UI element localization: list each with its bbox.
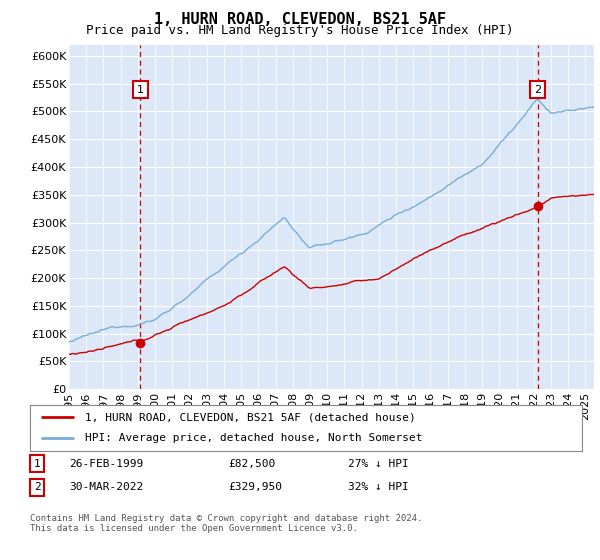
Text: 1: 1 xyxy=(34,459,41,469)
Text: 1, HURN ROAD, CLEVEDON, BS21 5AF (detached house): 1, HURN ROAD, CLEVEDON, BS21 5AF (detach… xyxy=(85,412,416,422)
Text: 26-FEB-1999: 26-FEB-1999 xyxy=(69,459,143,469)
Text: 1: 1 xyxy=(137,85,144,95)
Text: Contains HM Land Registry data © Crown copyright and database right 2024.
This d: Contains HM Land Registry data © Crown c… xyxy=(30,514,422,534)
Text: 30-MAR-2022: 30-MAR-2022 xyxy=(69,482,143,492)
Text: HPI: Average price, detached house, North Somerset: HPI: Average price, detached house, Nort… xyxy=(85,433,422,444)
Text: 32% ↓ HPI: 32% ↓ HPI xyxy=(348,482,409,492)
Text: Price paid vs. HM Land Registry's House Price Index (HPI): Price paid vs. HM Land Registry's House … xyxy=(86,24,514,37)
Text: £82,500: £82,500 xyxy=(228,459,275,469)
Text: 1, HURN ROAD, CLEVEDON, BS21 5AF: 1, HURN ROAD, CLEVEDON, BS21 5AF xyxy=(154,12,446,27)
Text: 2: 2 xyxy=(535,85,541,95)
Text: 2: 2 xyxy=(34,482,41,492)
Text: £329,950: £329,950 xyxy=(228,482,282,492)
Text: 27% ↓ HPI: 27% ↓ HPI xyxy=(348,459,409,469)
